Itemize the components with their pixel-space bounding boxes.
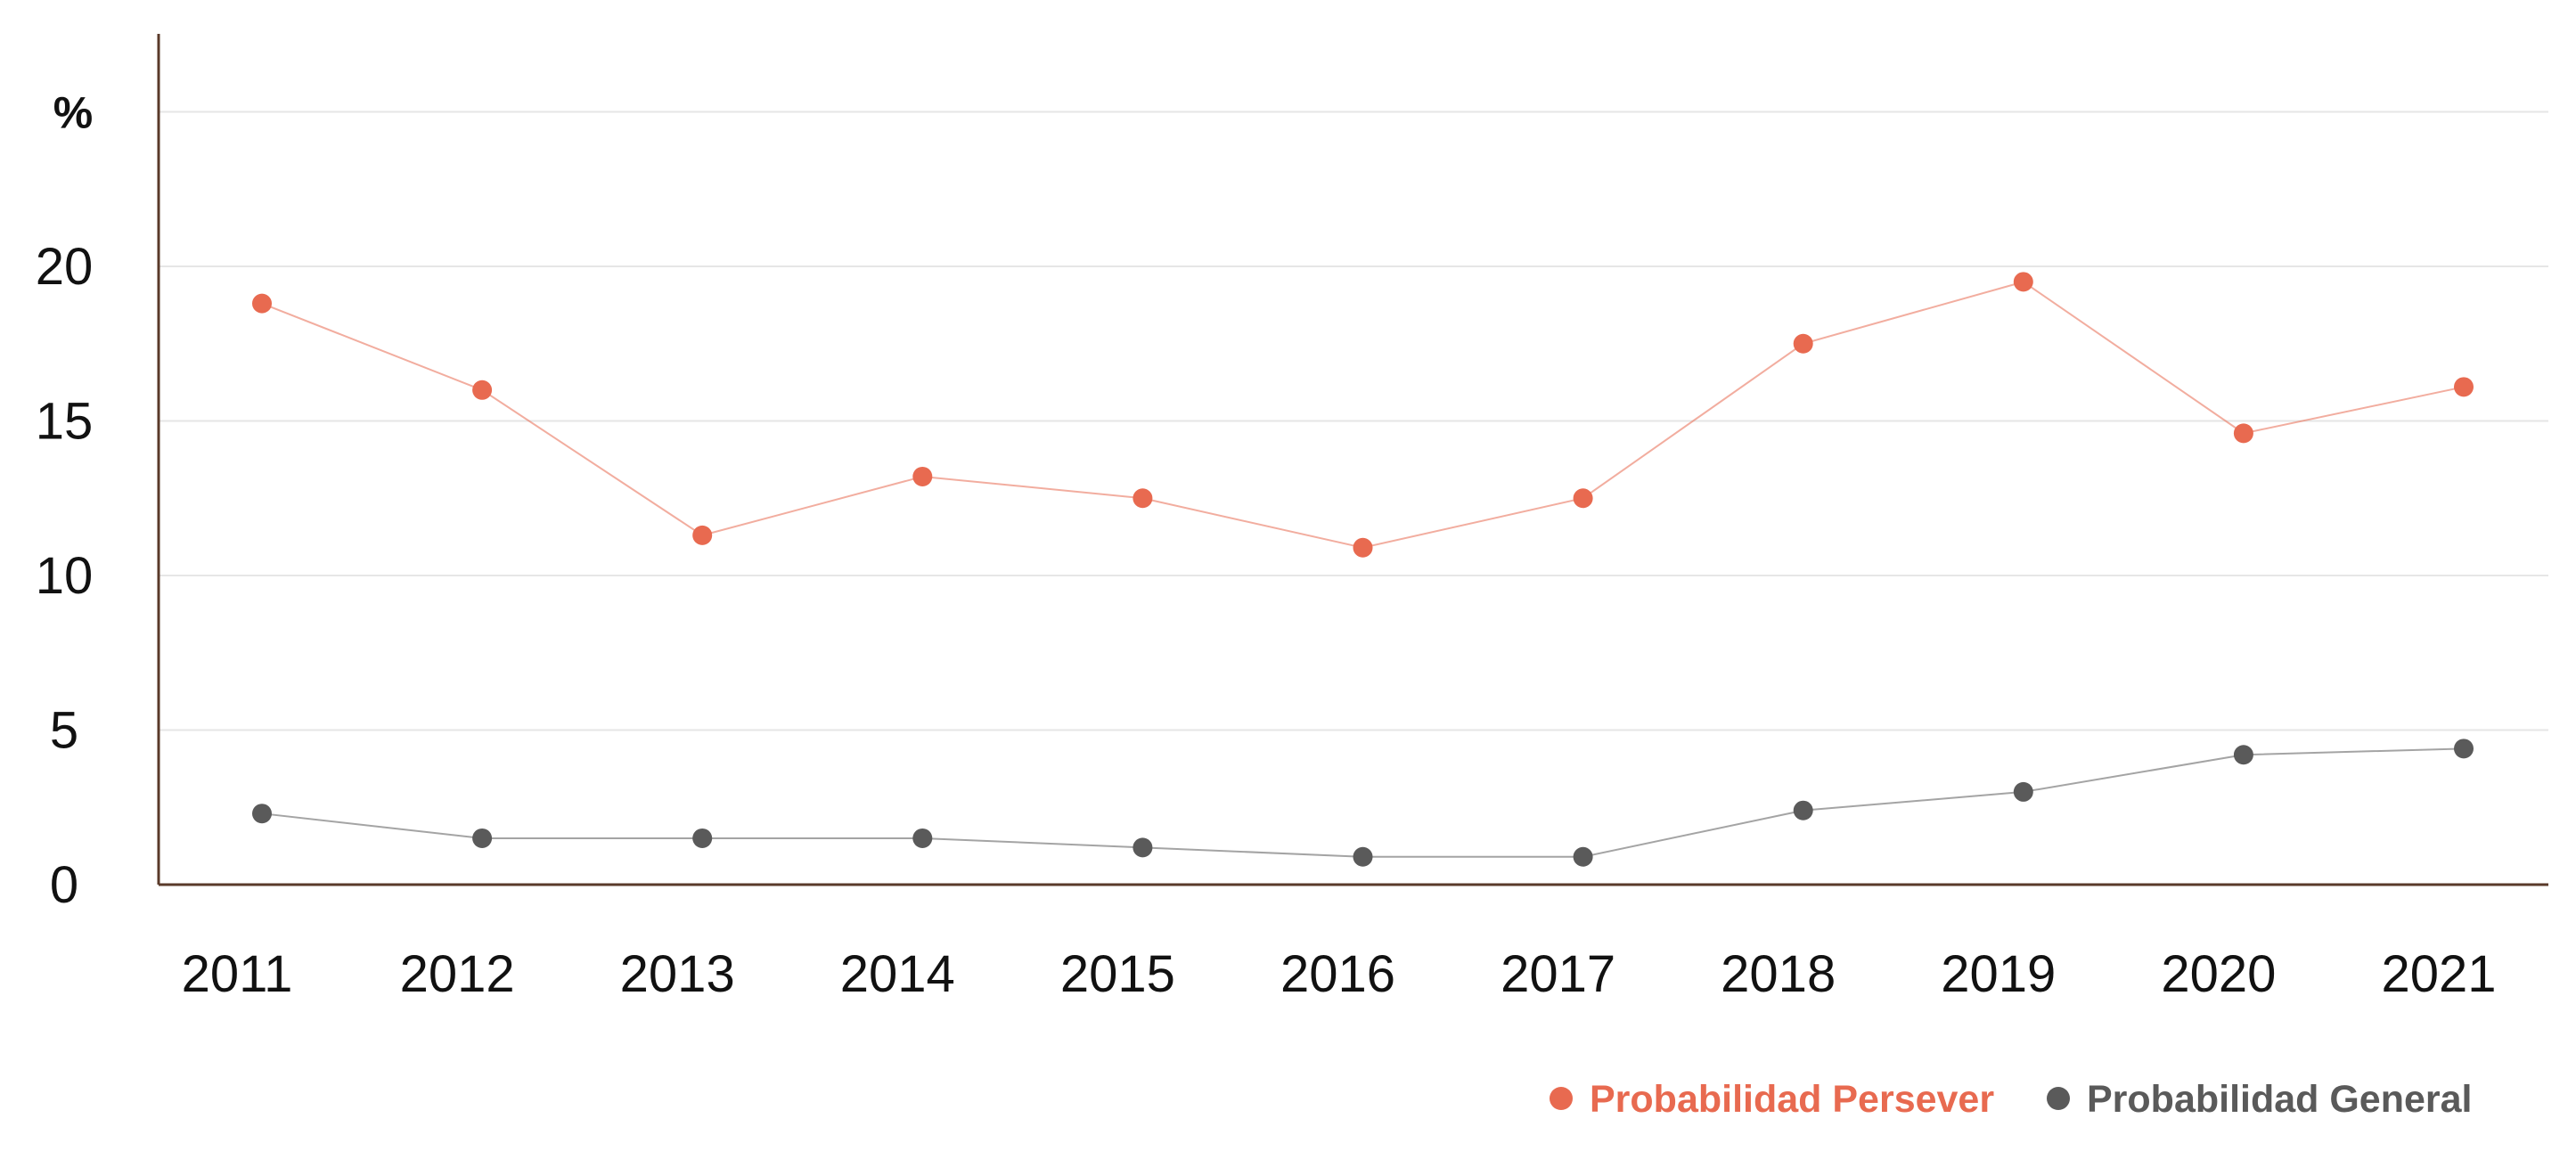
data-point xyxy=(252,804,272,824)
x-tick-label: 2019 xyxy=(1941,945,2056,1003)
series-line xyxy=(261,747,2465,858)
legend-label: Probabilidad General xyxy=(2087,1078,2473,1121)
data-point xyxy=(2454,739,2474,759)
legend-marker xyxy=(1550,1087,1573,1110)
data-point xyxy=(2013,272,2033,292)
data-point xyxy=(1133,837,1153,858)
series-layer xyxy=(252,272,2474,867)
y-tick-label: 20 xyxy=(36,238,94,296)
y-tick-label: 10 xyxy=(36,547,94,605)
x-tick-label: 2020 xyxy=(2161,945,2276,1003)
series-1 xyxy=(252,272,2474,558)
x-tick-label: 2021 xyxy=(2381,945,2496,1003)
data-point xyxy=(912,466,933,486)
data-point xyxy=(692,525,713,545)
x-tick-label: 2014 xyxy=(840,945,955,1003)
data-point xyxy=(1573,488,1593,509)
data-point xyxy=(1353,846,1373,867)
x-tick-label: 2017 xyxy=(1501,945,1615,1003)
x-tick-label: 2012 xyxy=(400,945,515,1003)
x-tick-label: 2016 xyxy=(1280,945,1395,1003)
series-2 xyxy=(252,739,2474,867)
gridlines xyxy=(159,110,2548,731)
legend-item: Probabilidad Persever xyxy=(1550,1078,1994,1121)
y-tick-label: 15 xyxy=(36,393,94,451)
data-point xyxy=(472,380,493,400)
data-point xyxy=(2454,377,2474,397)
data-point xyxy=(1573,846,1593,867)
data-point xyxy=(1793,333,1813,354)
legend: Probabilidad Persever Probabilidad Genera… xyxy=(1550,1078,2473,1121)
data-point xyxy=(252,293,272,314)
data-point xyxy=(2233,745,2253,765)
data-point xyxy=(472,828,493,848)
series-line xyxy=(261,281,2465,549)
data-point xyxy=(1353,537,1373,558)
x-tick-label: 2015 xyxy=(1060,945,1175,1003)
data-point xyxy=(1793,800,1813,820)
y-axis-unit-label: % xyxy=(53,88,93,138)
data-point xyxy=(1133,488,1153,509)
legend-label: Probabilidad Persever xyxy=(1590,1078,1994,1121)
x-tick-label: 2011 xyxy=(182,945,293,1003)
data-point xyxy=(912,828,933,848)
y-tick-label: 5 xyxy=(50,702,78,760)
y-tick-labels: 0 5 10 15 20 xyxy=(36,238,94,914)
x-tick-label: 2018 xyxy=(1721,945,1836,1003)
axes xyxy=(157,34,2548,886)
data-point xyxy=(2013,781,2033,802)
y-tick-label: 0 xyxy=(50,856,78,914)
x-tick-label: 2013 xyxy=(620,945,735,1003)
x-tick-labels: 2011 2012 2013 2014 2015 2016 2017 2018 2019 2020… xyxy=(182,945,2497,1003)
data-point xyxy=(2233,423,2253,444)
data-point xyxy=(692,828,713,848)
legend-item: Probabilidad General xyxy=(2047,1078,2473,1121)
legend-marker xyxy=(2047,1087,2070,1110)
